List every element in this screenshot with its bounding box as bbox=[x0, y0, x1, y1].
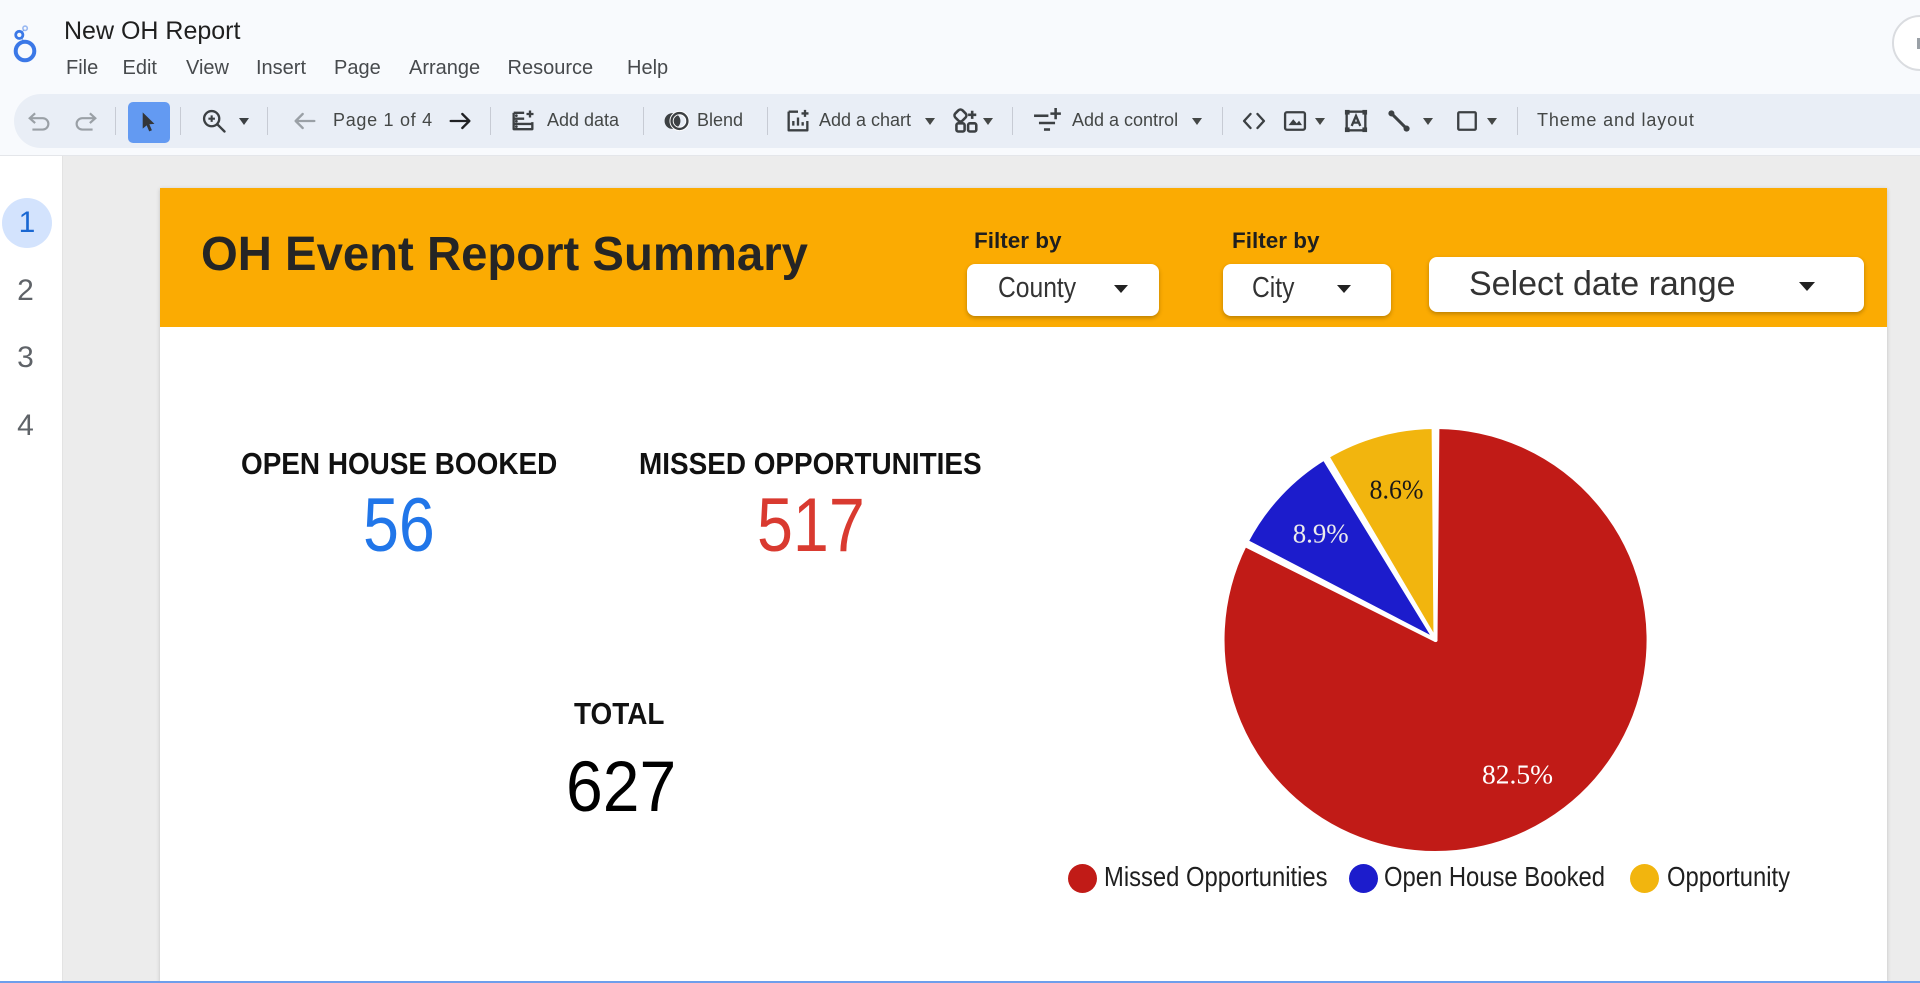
svg-text:8.6%: 8.6% bbox=[1370, 475, 1424, 505]
svg-text:82.5%: 82.5% bbox=[1482, 760, 1553, 790]
svg-text:8.9%: 8.9% bbox=[1293, 519, 1349, 549]
